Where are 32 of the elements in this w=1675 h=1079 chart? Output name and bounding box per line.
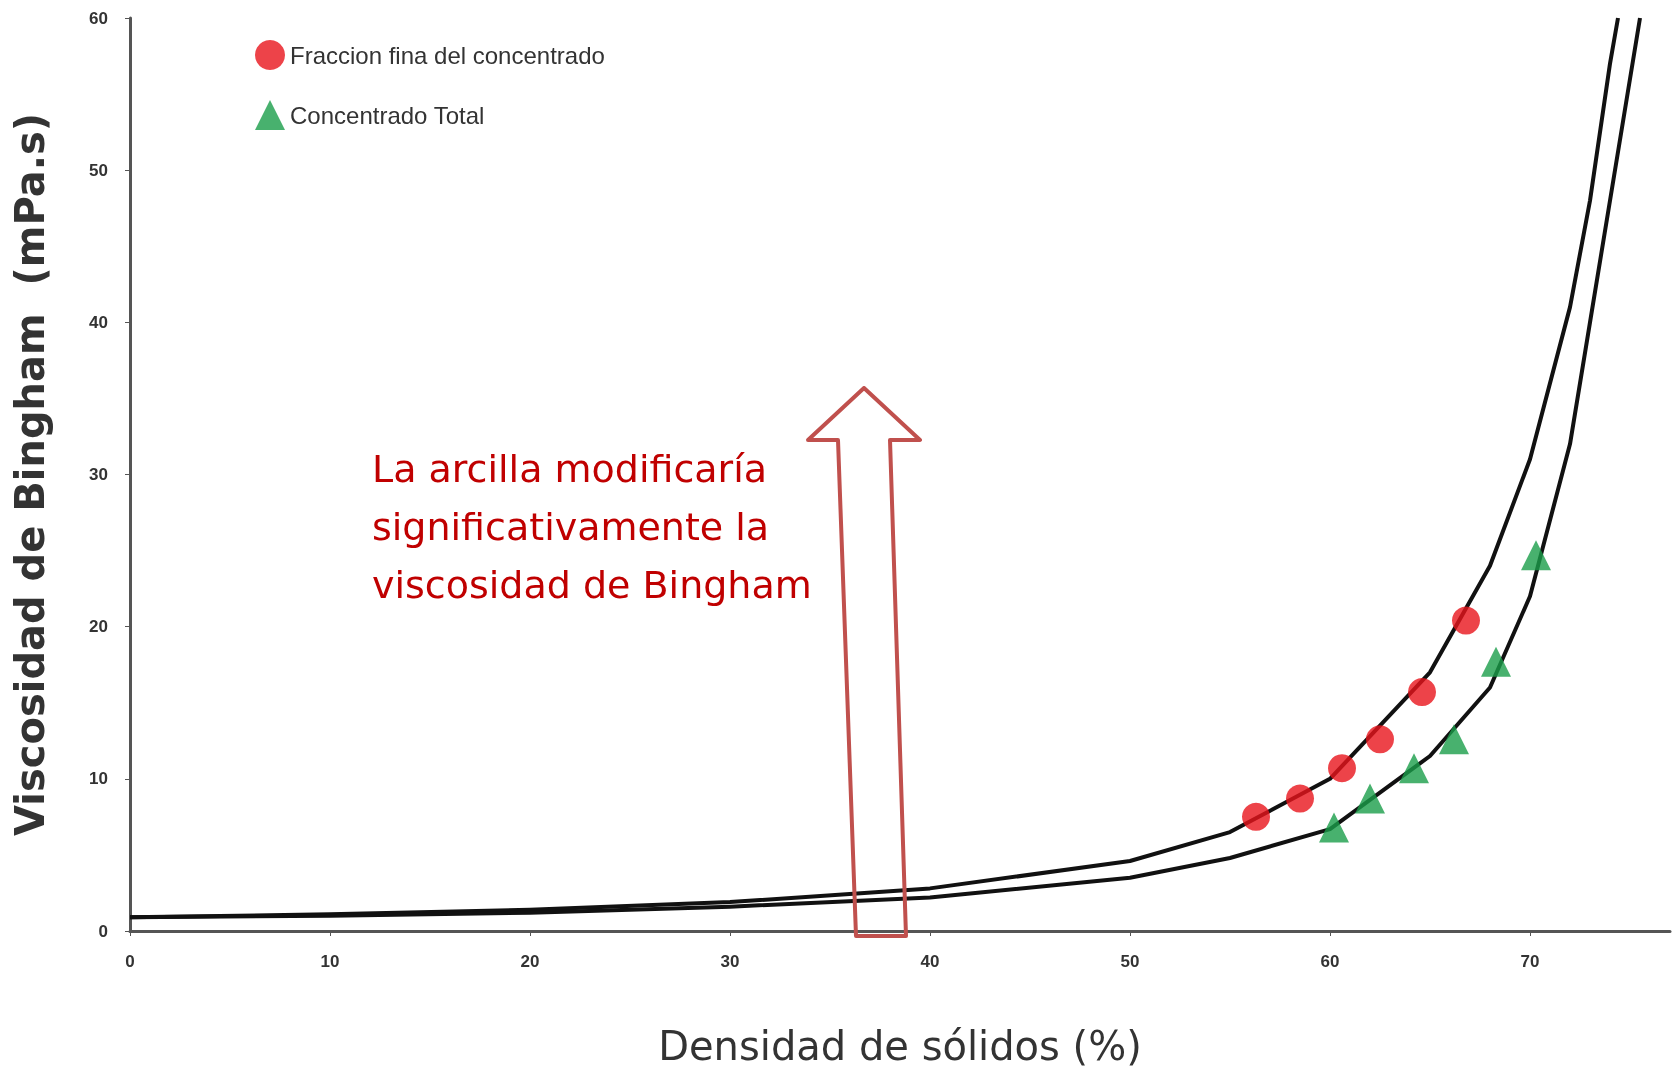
point [1452, 606, 1480, 635]
y-axis-title: Viscosidad de Bingham (mPa.s) [7, 112, 53, 837]
point [1481, 646, 1511, 677]
x-tick-label: 0 [125, 952, 135, 971]
point [1242, 802, 1270, 831]
legend-label: Fraccion fina del concentrado [290, 41, 605, 69]
x-tick-label: 60 [1320, 952, 1340, 971]
y-tick-label: 40 [89, 312, 108, 332]
x-tick-label: 50 [1120, 952, 1140, 971]
y-tick-label: 60 [89, 8, 108, 28]
x-axis-title: Densidad de sólidos (%) [658, 1023, 1142, 1069]
x-tick-label: 30 [720, 952, 740, 971]
y-tick-label: 0 [98, 921, 108, 941]
x-tick-label: 20 [520, 952, 540, 971]
point [1521, 540, 1551, 571]
point [1286, 784, 1314, 813]
x-tick-label: 40 [920, 952, 940, 971]
point [1366, 725, 1394, 754]
x-tick-label: 70 [1520, 952, 1540, 971]
x-tick-label: 10 [320, 952, 340, 971]
point [1408, 678, 1436, 707]
point [1439, 724, 1469, 755]
point [1328, 754, 1356, 783]
annotation: La arcilla modificaría significativamente la viscosidad de Bingham [372, 447, 812, 607]
y-tick-label: 50 [89, 160, 108, 180]
y-tick-label: 20 [89, 617, 108, 637]
legend-label: Concentrado Total [290, 101, 485, 129]
y-tick-label: 30 [89, 465, 108, 484]
point [1355, 783, 1385, 814]
point [1399, 753, 1429, 784]
point [1319, 812, 1349, 843]
y-tick-label: 10 [89, 769, 108, 789]
